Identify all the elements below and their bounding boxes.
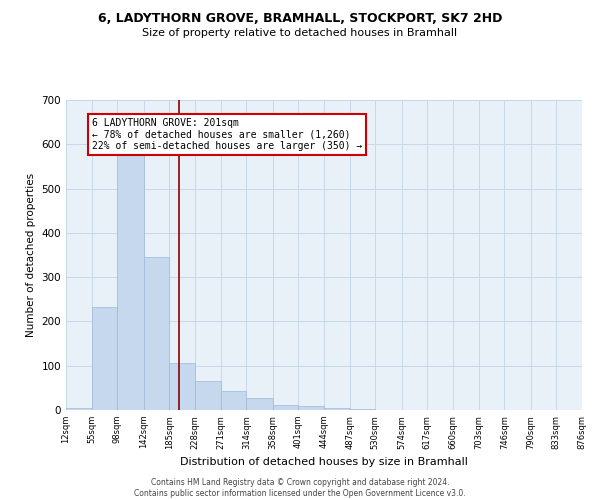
Bar [169, 362, 195, 410]
Bar [92, 308, 118, 410]
Text: Size of property relative to detached houses in Bramhall: Size of property relative to detached ho… [142, 28, 458, 38]
Bar [324, 408, 350, 410]
Bar [195, 381, 221, 410]
Bar [221, 391, 247, 410]
Text: 6 LADYTHORN GROVE: 201sqm
← 78% of detached houses are smaller (1,260)
22% of se: 6 LADYTHORN GROVE: 201sqm ← 78% of detac… [92, 118, 362, 151]
Bar [350, 408, 376, 410]
X-axis label: Distribution of detached houses by size in Bramhall: Distribution of detached houses by size … [180, 457, 468, 467]
Y-axis label: Number of detached properties: Number of detached properties [26, 173, 36, 337]
Bar [298, 406, 324, 410]
Bar [118, 131, 143, 410]
Bar [272, 404, 298, 410]
Text: 6, LADYTHORN GROVE, BRAMHALL, STOCKPORT, SK7 2HD: 6, LADYTHORN GROVE, BRAMHALL, STOCKPORT,… [98, 12, 502, 26]
Bar [66, 408, 92, 410]
Text: Contains HM Land Registry data © Crown copyright and database right 2024.
Contai: Contains HM Land Registry data © Crown c… [134, 478, 466, 498]
Bar [247, 398, 272, 410]
Bar [143, 257, 169, 410]
